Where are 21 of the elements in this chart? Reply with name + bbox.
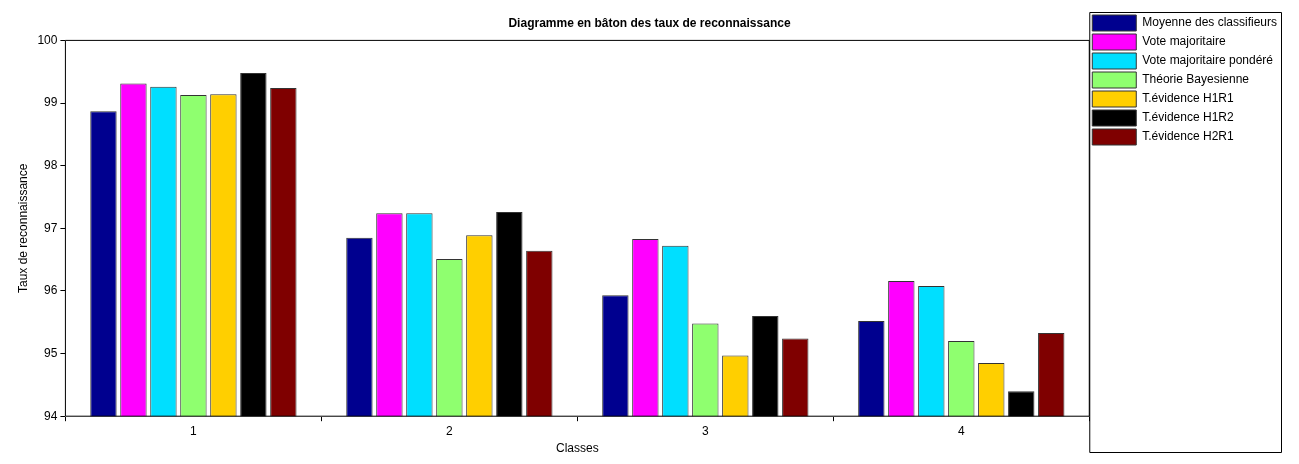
y-tick-label: 95 <box>44 345 58 360</box>
legend-label: T.évidence H1R2 <box>1142 110 1234 125</box>
y-tick-label: 96 <box>44 283 58 298</box>
y-axis-title: Taux de reconnaissance <box>15 163 30 294</box>
y-tick-label: 94 <box>44 408 58 423</box>
legend-label: Théorie Bayesienne <box>1142 72 1250 87</box>
x-tick-label: 4 <box>957 423 965 438</box>
legend-label: Vote majoritaire <box>1142 34 1226 49</box>
y-tick-label: 97 <box>44 220 58 235</box>
x-tick-label: 2 <box>446 423 454 438</box>
legend-label: Vote majoritaire pondéré <box>1142 53 1274 68</box>
x-axis-title: Classes <box>556 441 599 456</box>
legend-label: T.évidence H2R1 <box>1142 129 1234 144</box>
y-tick-label: 99 <box>44 95 58 110</box>
x-tick-label: 1 <box>190 423 198 438</box>
legend-label: Moyenne des classifieurs <box>1142 15 1277 30</box>
y-tick-label: 98 <box>44 157 58 172</box>
x-tick-label: 3 <box>701 423 709 438</box>
y-tick-label: 100 <box>37 32 58 47</box>
legend-label: T.évidence H1R1 <box>1142 91 1234 106</box>
chart-title: Diagramme en bâton des taux de reconnaissance <box>508 15 791 30</box>
